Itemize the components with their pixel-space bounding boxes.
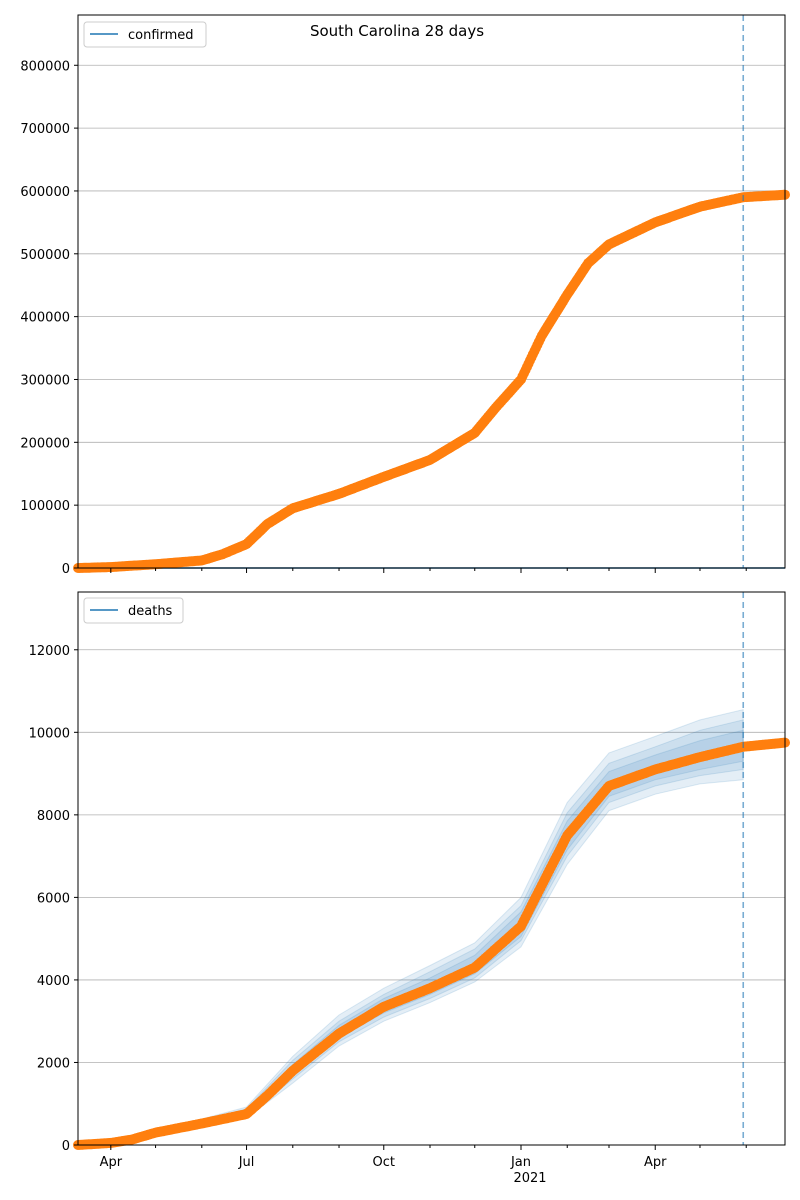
deaths-plot-frame (77, 591, 786, 1146)
confirmed-y-tick-label: 700000 (20, 122, 70, 137)
deaths-markers (73, 737, 790, 1150)
deaths-grid (78, 649, 785, 1063)
year-label: 2021 (513, 1171, 546, 1186)
deaths-y-tick-label: 8000 (37, 809, 70, 824)
deaths-x-tick-label: Jan (510, 1155, 531, 1170)
deaths-x-tick-label: Apr (644, 1155, 667, 1170)
confirmed-y-tick-label: 200000 (20, 436, 70, 451)
confirmed-grid (78, 64, 785, 506)
deaths-x-tick-label: Oct (373, 1155, 395, 1170)
confirmed-y-tick-label: 800000 (20, 59, 70, 74)
deaths-y-tick-label: 2000 (37, 1056, 70, 1071)
confirmed-y-tick-label: 400000 (20, 311, 70, 326)
deaths-legend-box (83, 597, 184, 624)
confirmed-y-tick-label: 100000 (20, 499, 70, 514)
deaths-data (73, 592, 790, 1150)
confirmed-marker-trace (73, 190, 790, 573)
deaths-legend: deaths (83, 597, 184, 624)
confirmed-legend-label: confirmed (128, 28, 194, 43)
confirmed-plot-frame (77, 14, 786, 569)
deaths-y-tick-label: 10000 (29, 726, 70, 741)
confirmed-y-tick-label: 0 (62, 562, 70, 577)
deaths-y-tick-label: 4000 (37, 974, 70, 989)
deaths-y-tick-label: 12000 (29, 644, 70, 659)
deaths-marker-trace (73, 738, 790, 1150)
deaths-y-tick-label: 0 (62, 1139, 70, 1154)
deaths-legend-label: deaths (128, 604, 173, 619)
deaths-x-tick-label: Apr (100, 1155, 123, 1170)
deaths-y-tick-label: 6000 (37, 891, 70, 906)
deaths-x-tick-label: Jul (238, 1155, 255, 1170)
confirmed-y-tick-label: 600000 (20, 185, 70, 200)
confirmed-panel: 0 100000 200000 300000 400000 500000 600000 700… (20, 14, 790, 577)
deaths-panel: 0 2000 4000 6000 8000 10000 12000 Apr Jul Oct Jan… (29, 591, 790, 1186)
confirmed-legend-box (83, 21, 207, 48)
deaths-x-axis: Apr Jul Oct Jan Apr (100, 1145, 747, 1170)
figure-title: South Carolina 28 days (310, 22, 484, 40)
deaths-y-axis: 0 2000 4000 6000 8000 10000 12000 (29, 644, 78, 1154)
confirmed-y-tick-label: 500000 (20, 248, 70, 263)
confirmed-data (73, 15, 790, 573)
confirmed-legend: confirmed (83, 21, 207, 48)
confirmed-markers (73, 189, 790, 573)
confirmed-y-tick-label: 300000 (20, 373, 70, 388)
confirmed-y-axis: 0 100000 200000 300000 400000 500000 600000 700… (20, 59, 78, 577)
